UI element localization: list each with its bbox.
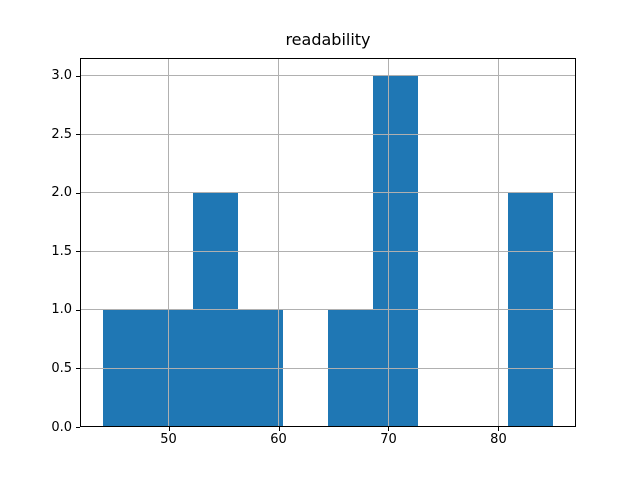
y-tick-label: 3.0 <box>51 68 72 84</box>
y-tick-label: 1.5 <box>51 243 72 259</box>
plot-area <box>80 58 576 427</box>
gridline-horizontal <box>80 309 576 311</box>
gridline-horizontal <box>80 192 576 194</box>
y-tick-mark <box>76 368 80 370</box>
chart-title: readability <box>285 30 371 49</box>
x-tick-label: 60 <box>270 432 287 447</box>
gridline-vertical <box>168 58 170 427</box>
gridline-horizontal <box>80 133 576 135</box>
gridline-vertical <box>278 58 279 427</box>
y-tick-label: 1.0 <box>51 302 72 318</box>
x-tick-label: 80 <box>490 432 507 447</box>
gridline-vertical <box>387 58 389 427</box>
x-tick-label: 70 <box>380 432 397 447</box>
x-tick-mark <box>278 427 280 431</box>
x-tick-label: 50 <box>160 432 177 447</box>
y-tick-label: 2.0 <box>51 185 72 201</box>
gridline-vertical <box>497 58 499 427</box>
y-tick-mark <box>76 134 80 136</box>
y-tick-mark <box>76 251 80 253</box>
gridline-horizontal <box>80 75 576 77</box>
y-tick-label: 0.5 <box>51 360 72 376</box>
x-tick-mark <box>388 427 390 431</box>
gridline-horizontal <box>80 367 576 369</box>
gridline-horizontal <box>80 250 576 252</box>
y-tick-label: 0.0 <box>51 419 72 435</box>
y-tick-label: 2.5 <box>51 126 72 142</box>
y-tick-mark <box>76 309 80 311</box>
y-tick-mark <box>76 427 80 428</box>
y-tick-mark <box>76 75 80 77</box>
x-tick-mark <box>498 427 500 431</box>
grid-layer <box>80 58 576 427</box>
y-tick-mark <box>76 192 80 194</box>
x-tick-mark <box>168 427 170 431</box>
